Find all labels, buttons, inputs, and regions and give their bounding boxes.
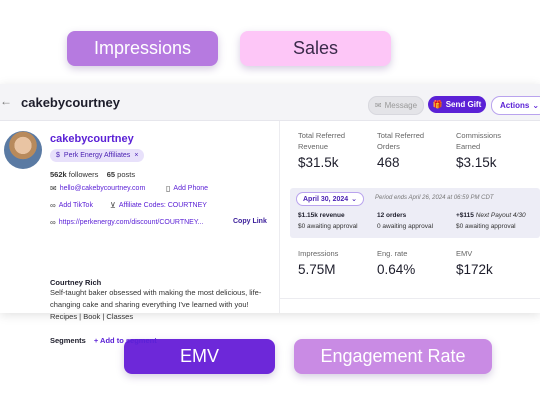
phone-icon: ▯ <box>166 184 171 193</box>
segments-row: Segments + Add to segment <box>50 336 157 345</box>
sales-pill: Sales <box>240 31 391 66</box>
period-orders: 12 orders 0 awaiting approval <box>377 212 434 230</box>
emv-metric: EMV $172k <box>456 249 493 277</box>
impressions-metric: Impressions 5.75M <box>298 249 339 277</box>
engagement-rate-pill: Engagement Rate <box>294 339 492 374</box>
page-title: cakebycourtney <box>21 95 120 110</box>
emv-pill: EMV <box>124 339 275 374</box>
copy-link-button[interactable]: Copy Link <box>233 218 267 225</box>
payout-period-panel: April 30, 2024 ⌄ Period ends April 26, 2… <box>290 188 540 238</box>
period-note: Period ends April 26, 2024 at 06:59 PM C… <box>375 195 494 201</box>
bio-name: Courtney Rich <box>50 278 102 287</box>
mail-icon: ✉ <box>50 184 57 193</box>
commissions-earned: Commissions Earned $3.15k <box>456 131 502 170</box>
affiliate-codes[interactable]: ⊻ Affiliate Codes: COURTNEY <box>110 201 207 210</box>
next-payout: +$115 Next Payout 4/30 $0 awaiting appro… <box>456 212 526 230</box>
profile-details: cakebycourtney $ Perk Energy Affiliates … <box>0 121 280 345</box>
message-button[interactable]: ✉ Message <box>368 96 424 115</box>
follower-stats: 562k followers 65 posts <box>50 170 136 179</box>
chain-link-icon: ∞ <box>50 218 56 227</box>
add-to-segment-button[interactable]: + Add to segment <box>93 336 157 345</box>
profile-header: ← cakebycourtney ✉ Message 🎁 Send Gift A… <box>0 84 540 121</box>
message-icon: ✉ <box>374 101 382 110</box>
impressions-pill: Impressions <box>67 31 218 66</box>
total-referred-revenue: Total Referred Revenue $31.5k <box>298 131 346 170</box>
add-tiktok-button[interactable]: ∞ Add TikTok <box>50 201 93 210</box>
affiliate-tag: $ Perk Energy Affiliates × <box>50 149 145 162</box>
link-icon: ∞ <box>50 201 56 210</box>
period-date-select[interactable]: April 30, 2024 ⌄ <box>296 192 365 206</box>
divider <box>280 298 540 299</box>
period-revenue: $1.15k revenue $0 awaiting approval <box>298 212 358 230</box>
dollar-icon: $ <box>56 152 60 159</box>
cart-icon: ⊻ <box>110 201 116 210</box>
total-referred-orders: Total Referred Orders 468 <box>377 131 425 170</box>
chevron-down-icon: ⌄ <box>351 196 358 203</box>
send-gift-button[interactable]: 🎁 Send Gift <box>428 96 486 113</box>
back-arrow-icon[interactable]: ← <box>0 94 12 108</box>
bio-text: Self-taught baker obsessed with making t… <box>50 288 262 321</box>
engagement-rate-metric: Eng. rate 0.64% <box>377 249 416 277</box>
close-icon[interactable]: × <box>134 152 139 159</box>
gift-icon: 🎁 <box>432 100 443 109</box>
actions-dropdown[interactable]: Actions ⌄ <box>491 96 540 115</box>
add-phone-button[interactable]: ▯ Add Phone <box>166 184 209 193</box>
chevron-down-icon: ⌄ <box>532 101 540 110</box>
affiliate-link[interactable]: ∞ https://perkenergy.com/discount/COURTN… <box>50 218 204 227</box>
creator-profile-card: ← cakebycourtney ✉ Message 🎁 Send Gift A… <box>0 84 540 345</box>
creator-handle[interactable]: cakebycourtney <box>50 133 134 145</box>
avatar <box>4 131 42 169</box>
email-link[interactable]: ✉ hello@cakebycourtney.com <box>50 184 146 193</box>
